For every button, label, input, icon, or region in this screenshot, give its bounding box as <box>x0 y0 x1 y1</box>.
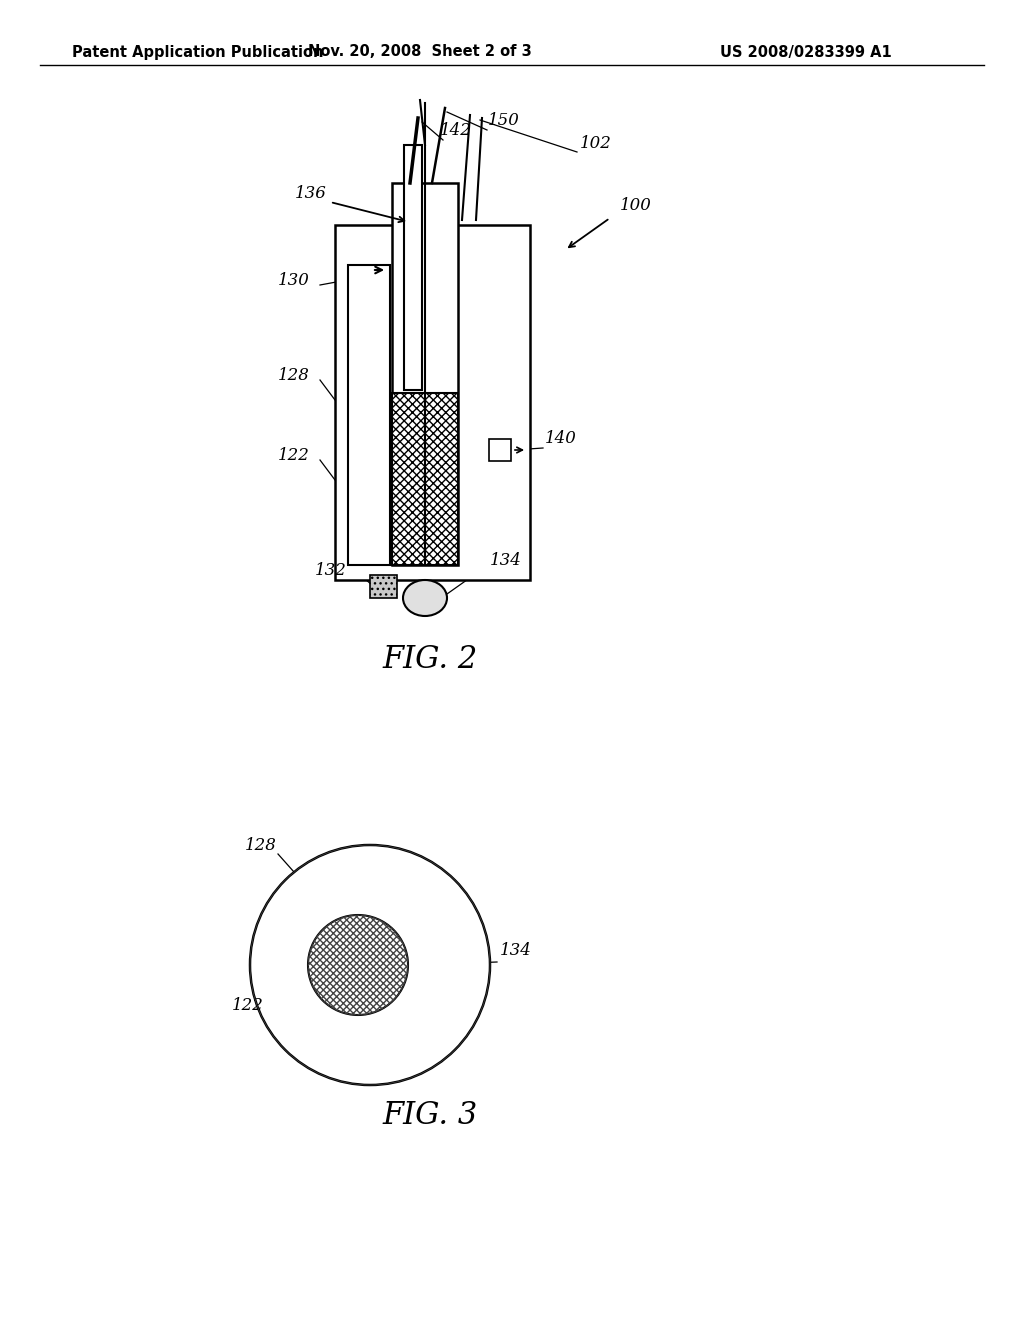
Circle shape <box>250 845 490 1085</box>
Text: 100: 100 <box>620 197 652 214</box>
Bar <box>335 224 530 579</box>
Text: Nov. 20, 2008  Sheet 2 of 3: Nov. 20, 2008 Sheet 2 of 3 <box>308 45 531 59</box>
Text: US 2008/0283399 A1: US 2008/0283399 A1 <box>720 45 892 59</box>
Text: Patent Application Publication: Patent Application Publication <box>72 45 324 59</box>
Bar <box>404 145 422 389</box>
Bar <box>348 265 390 565</box>
Text: 150: 150 <box>488 112 520 129</box>
Bar <box>392 183 458 565</box>
Text: 134: 134 <box>490 552 522 569</box>
Text: 134: 134 <box>500 942 531 960</box>
Text: FIG. 3: FIG. 3 <box>382 1100 477 1130</box>
Ellipse shape <box>403 579 447 616</box>
Text: 140: 140 <box>545 430 577 447</box>
Text: 142: 142 <box>440 121 472 139</box>
Bar <box>392 393 458 565</box>
Bar <box>489 440 511 461</box>
Text: 128: 128 <box>245 837 276 854</box>
Text: 128: 128 <box>278 367 310 384</box>
Text: 132: 132 <box>315 562 347 579</box>
Bar <box>335 224 530 579</box>
Circle shape <box>308 915 408 1015</box>
Text: 122: 122 <box>278 447 310 465</box>
Bar <box>370 576 397 598</box>
Text: 136: 136 <box>295 185 327 202</box>
Text: 122: 122 <box>232 997 264 1014</box>
Text: 102: 102 <box>580 135 612 152</box>
Text: 130: 130 <box>278 272 310 289</box>
Text: FIG. 2: FIG. 2 <box>382 644 477 676</box>
